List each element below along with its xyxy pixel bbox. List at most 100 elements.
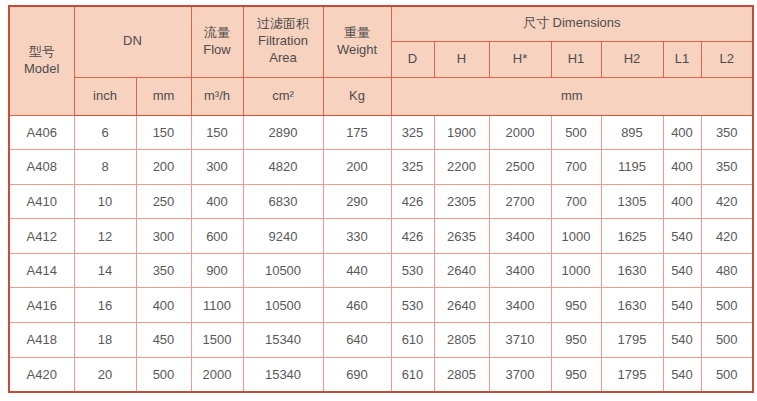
value-cell: 690 bbox=[323, 357, 391, 392]
value-cell: 10500 bbox=[243, 288, 323, 323]
value-cell: 400 bbox=[663, 115, 701, 150]
table-row: A412123006009240330426263534001000162554… bbox=[9, 219, 753, 254]
value-cell: 1100 bbox=[191, 288, 243, 323]
value-cell: 1305 bbox=[601, 184, 663, 219]
value-cell: 325 bbox=[391, 115, 434, 150]
value-cell: 2805 bbox=[434, 357, 489, 392]
header-filtration-zh: 过滤面积 bbox=[246, 16, 321, 33]
value-cell: 2640 bbox=[434, 253, 489, 288]
header-dn: DN bbox=[74, 6, 191, 77]
page: 型号 Model DN 流量 Flow 过滤面积 Filtration Area… bbox=[0, 0, 757, 393]
unit-weight: Kg bbox=[323, 77, 391, 115]
header-dimensions: 尺寸 Dimensions bbox=[391, 6, 753, 41]
value-cell: 500 bbox=[136, 357, 191, 392]
header-dim-h: H bbox=[434, 41, 489, 77]
model-cell: A410 bbox=[9, 184, 74, 219]
value-cell: 12 bbox=[74, 219, 136, 254]
value-cell: 2635 bbox=[434, 219, 489, 254]
value-cell: 540 bbox=[663, 357, 701, 392]
model-cell: A412 bbox=[9, 219, 74, 254]
value-cell: 20 bbox=[74, 357, 136, 392]
value-cell: 2000 bbox=[489, 115, 551, 150]
value-cell: 3400 bbox=[489, 219, 551, 254]
value-cell: 700 bbox=[551, 184, 601, 219]
value-cell: 175 bbox=[323, 115, 391, 150]
value-cell: 1795 bbox=[601, 323, 663, 358]
header-dim-l2: L2 bbox=[701, 41, 753, 77]
header-row-3: inch mm m³/h cm² Kg mm bbox=[9, 77, 753, 115]
value-cell: 3400 bbox=[489, 253, 551, 288]
unit-mm: mm bbox=[136, 77, 191, 115]
value-cell: 500 bbox=[701, 288, 753, 323]
model-cell: A414 bbox=[9, 253, 74, 288]
header-weight-zh: 重量 bbox=[326, 25, 389, 42]
value-cell: 350 bbox=[701, 115, 753, 150]
value-cell: 426 bbox=[391, 184, 434, 219]
value-cell: 10 bbox=[74, 184, 136, 219]
header-dim-hstar: H* bbox=[489, 41, 551, 77]
value-cell: 640 bbox=[323, 323, 391, 358]
value-cell: 426 bbox=[391, 219, 434, 254]
value-cell: 4820 bbox=[243, 150, 323, 185]
value-cell: 1500 bbox=[191, 323, 243, 358]
value-cell: 9240 bbox=[243, 219, 323, 254]
value-cell: 1630 bbox=[601, 288, 663, 323]
value-cell: 150 bbox=[136, 115, 191, 150]
value-cell: 1195 bbox=[601, 150, 663, 185]
value-cell: 700 bbox=[551, 150, 601, 185]
header-model: 型号 Model bbox=[9, 6, 74, 115]
value-cell: 530 bbox=[391, 253, 434, 288]
value-cell: 325 bbox=[391, 150, 434, 185]
value-cell: 300 bbox=[136, 219, 191, 254]
header-filtration-en1: Filtration bbox=[246, 33, 321, 50]
header-filtration-en2: Area bbox=[246, 50, 321, 67]
value-cell: 200 bbox=[323, 150, 391, 185]
value-cell: 2000 bbox=[191, 357, 243, 392]
model-cell: A406 bbox=[9, 115, 74, 150]
value-cell: 3700 bbox=[489, 357, 551, 392]
table-row: A414143509001050044053026403400100016305… bbox=[9, 253, 753, 288]
value-cell: 14 bbox=[74, 253, 136, 288]
unit-dim-mm: mm bbox=[391, 77, 753, 115]
value-cell: 3400 bbox=[489, 288, 551, 323]
value-cell: 450 bbox=[136, 323, 191, 358]
value-cell: 540 bbox=[663, 253, 701, 288]
value-cell: 540 bbox=[663, 288, 701, 323]
value-cell: 1900 bbox=[434, 115, 489, 150]
table-row: A408820030048202003252200250070011954003… bbox=[9, 150, 753, 185]
value-cell: 400 bbox=[136, 288, 191, 323]
value-cell: 610 bbox=[391, 323, 434, 358]
header-filtration-area: 过滤面积 Filtration Area bbox=[243, 6, 323, 77]
value-cell: 950 bbox=[551, 288, 601, 323]
value-cell: 900 bbox=[191, 253, 243, 288]
table-body: A406615015028901753251900200050089540035… bbox=[9, 115, 753, 392]
value-cell: 440 bbox=[323, 253, 391, 288]
header-dim-d: D bbox=[391, 41, 434, 77]
header-model-en: Model bbox=[12, 61, 72, 78]
value-cell: 420 bbox=[701, 184, 753, 219]
value-cell: 10500 bbox=[243, 253, 323, 288]
header-flow-zh: 流量 bbox=[194, 25, 241, 42]
value-cell: 200 bbox=[136, 150, 191, 185]
table-header: 型号 Model DN 流量 Flow 过滤面积 Filtration Area… bbox=[9, 6, 753, 115]
header-flow: 流量 Flow bbox=[191, 6, 243, 77]
value-cell: 6 bbox=[74, 115, 136, 150]
header-dim-h2: H2 bbox=[601, 41, 663, 77]
unit-area: cm² bbox=[243, 77, 323, 115]
unit-inch: inch bbox=[74, 77, 136, 115]
value-cell: 8 bbox=[74, 150, 136, 185]
value-cell: 2890 bbox=[243, 115, 323, 150]
value-cell: 2640 bbox=[434, 288, 489, 323]
value-cell: 2700 bbox=[489, 184, 551, 219]
value-cell: 330 bbox=[323, 219, 391, 254]
value-cell: 600 bbox=[191, 219, 243, 254]
value-cell: 950 bbox=[551, 357, 601, 392]
filter-spec-table: 型号 Model DN 流量 Flow 过滤面积 Filtration Area… bbox=[8, 5, 754, 393]
value-cell: 250 bbox=[136, 184, 191, 219]
value-cell: 1000 bbox=[551, 253, 601, 288]
table-row: A416164001100105004605302640340095016305… bbox=[9, 288, 753, 323]
value-cell: 540 bbox=[663, 323, 701, 358]
value-cell: 500 bbox=[701, 357, 753, 392]
value-cell: 1625 bbox=[601, 219, 663, 254]
model-cell: A418 bbox=[9, 323, 74, 358]
